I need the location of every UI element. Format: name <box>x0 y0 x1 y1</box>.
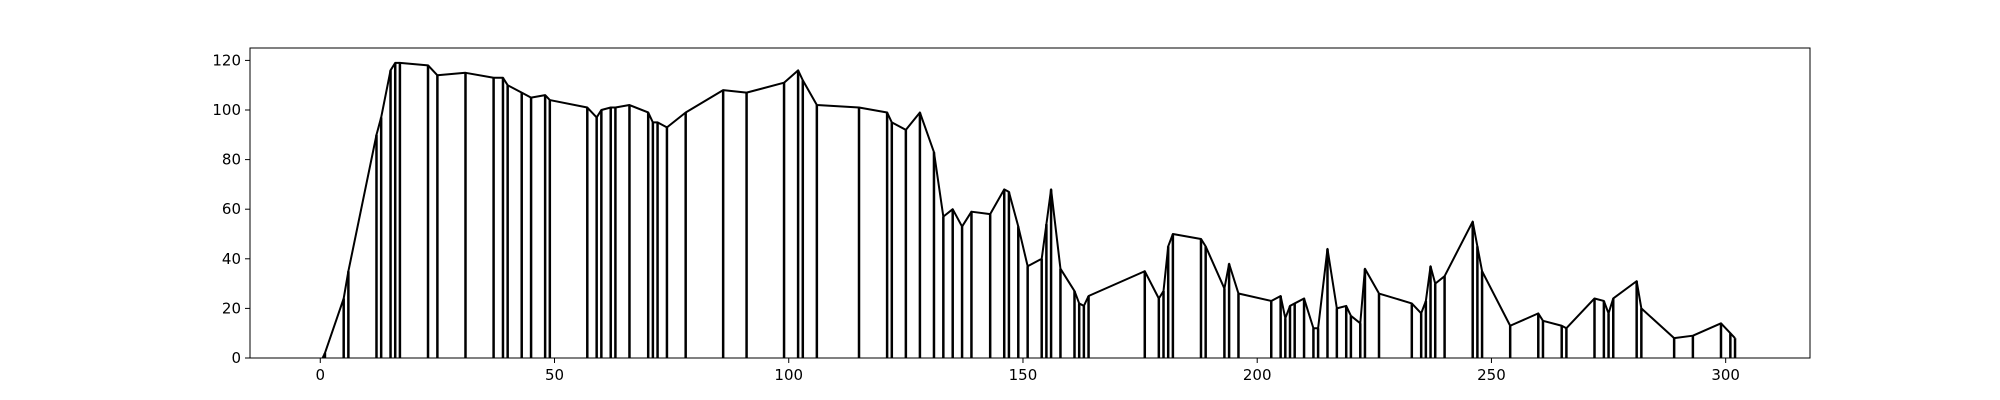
y-tick-label: 20 <box>222 299 241 317</box>
x-tick-label: 0 <box>315 366 325 384</box>
x-tick-label: 300 <box>1711 366 1740 384</box>
y-tick-label: 40 <box>222 250 241 268</box>
plot-area-frame <box>249 47 1811 359</box>
x-tick-label: 250 <box>1477 366 1506 384</box>
y-tick-label: 80 <box>222 151 241 169</box>
y-tick-label: 0 <box>231 349 241 367</box>
x-tick-label: 100 <box>774 366 803 384</box>
drop-lines <box>323 62 1737 358</box>
x-tick-label: 150 <box>1009 366 1038 384</box>
x-tick-label: 50 <box>545 366 564 384</box>
y-axis: 0 20 40 60 80 100 120 <box>212 51 250 367</box>
y-tick-label: 100 <box>212 101 241 119</box>
x-tick-label: 200 <box>1243 366 1272 384</box>
series-line <box>321 61 1736 359</box>
x-axis: 0 50 100 150 200 250 300 <box>315 358 1740 384</box>
y-tick-label: 120 <box>212 51 241 69</box>
y-tick-label: 60 <box>222 200 241 218</box>
